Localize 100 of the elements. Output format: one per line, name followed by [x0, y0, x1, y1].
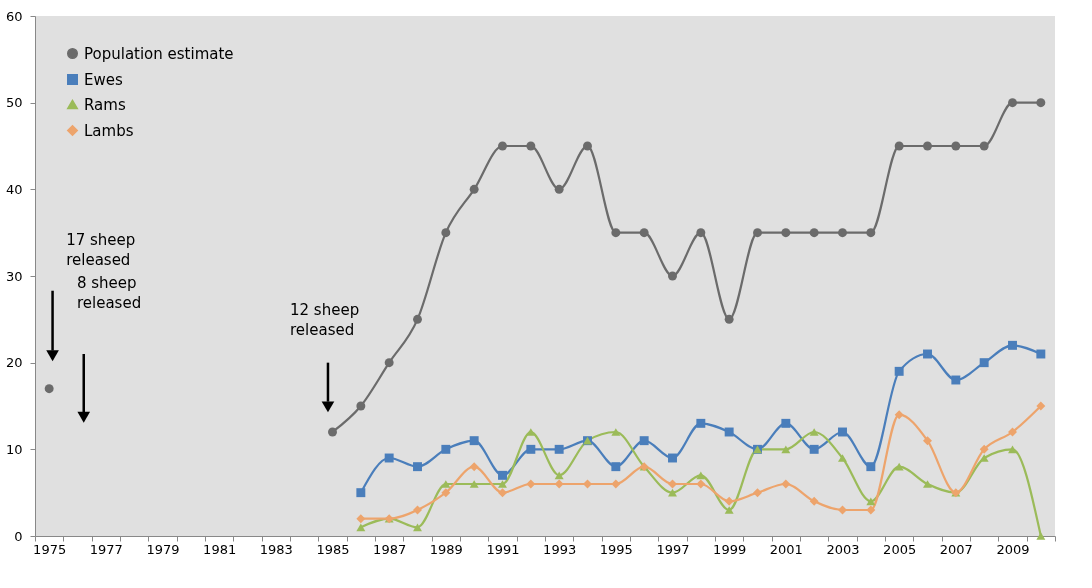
point [724, 506, 734, 514]
point [951, 141, 961, 151]
point [1036, 401, 1046, 411]
point [469, 480, 479, 488]
point [923, 349, 932, 359]
point [809, 496, 819, 506]
point [583, 141, 592, 151]
x-tick-label: 1983 [259, 541, 293, 557]
point [413, 523, 422, 532]
legend-label: Rams [84, 95, 126, 114]
point [469, 184, 479, 194]
x-tick-label: 1981 [203, 541, 237, 557]
point [44, 384, 54, 394]
point [413, 314, 422, 324]
x-tick-label: 1975 [33, 541, 67, 557]
point [696, 228, 706, 238]
point [866, 505, 876, 515]
y-tick-label: 0 [14, 528, 23, 544]
y-tick-label: 50 [5, 95, 23, 111]
x-tick-label: 2005 [883, 541, 917, 557]
point [668, 488, 677, 497]
point [384, 358, 394, 368]
point [724, 314, 734, 324]
point [696, 418, 706, 428]
legend-label: Ewes [84, 70, 123, 89]
point [611, 428, 621, 436]
x-tick-label: 1991 [486, 541, 520, 557]
x-tick-label: 1995 [599, 541, 633, 557]
point [979, 454, 989, 462]
point [526, 479, 536, 489]
point [1036, 349, 1046, 359]
y-tick-label: 20 [5, 355, 23, 371]
point [498, 488, 507, 498]
point [923, 436, 932, 446]
legend-label: Population estimate [84, 44, 234, 63]
point [639, 228, 649, 238]
point [724, 427, 734, 437]
point [526, 141, 536, 151]
point [1008, 445, 1017, 454]
point [838, 427, 847, 437]
point [554, 479, 564, 489]
x-tick-label: 1989 [429, 541, 463, 557]
point [979, 358, 989, 368]
point [611, 462, 621, 472]
point [413, 462, 422, 472]
point [1008, 340, 1017, 350]
point [753, 228, 762, 238]
x-tick-label: 2001 [769, 541, 803, 557]
point [328, 427, 337, 437]
point [951, 375, 961, 385]
point [894, 141, 904, 151]
x-tick-label: 2007 [939, 541, 973, 557]
point [498, 470, 507, 480]
point [668, 271, 677, 281]
point [1036, 532, 1046, 540]
x-tick-label: 1993 [543, 541, 577, 557]
point [498, 141, 507, 151]
y-tick-label: 10 [5, 441, 23, 457]
point [696, 471, 706, 480]
point [866, 462, 876, 472]
point [441, 444, 451, 454]
point [1036, 98, 1046, 108]
point [781, 228, 791, 238]
annotation: 8 sheep released [76, 274, 142, 312]
x-tick-label: 1979 [146, 541, 180, 557]
point [979, 444, 989, 454]
point [696, 479, 706, 489]
point [554, 471, 564, 480]
point [866, 497, 876, 506]
point [753, 488, 762, 498]
point [668, 453, 677, 463]
point [469, 436, 479, 446]
x-tick-label: 2003 [826, 541, 860, 557]
annotation: 12 sheep released [290, 300, 360, 339]
point [356, 514, 366, 524]
legend-label: Lambs [84, 121, 134, 140]
point [441, 488, 451, 498]
point [356, 401, 366, 411]
x-tick-label: 1997 [656, 541, 690, 557]
point [526, 444, 536, 454]
point [356, 523, 366, 532]
point [554, 444, 564, 454]
point [781, 445, 791, 454]
point [923, 480, 932, 488]
point [781, 418, 791, 428]
point [894, 410, 904, 420]
point [441, 228, 451, 238]
point [384, 453, 394, 463]
point [526, 428, 536, 436]
point [866, 228, 876, 238]
annotation: 17 sheep released [66, 230, 136, 269]
point [809, 444, 819, 454]
point [838, 228, 847, 238]
point [469, 462, 479, 472]
point [611, 228, 621, 238]
point [894, 366, 904, 376]
point [809, 228, 819, 238]
point [724, 496, 734, 506]
point [441, 480, 451, 488]
x-tick-label: 1985 [316, 541, 350, 557]
